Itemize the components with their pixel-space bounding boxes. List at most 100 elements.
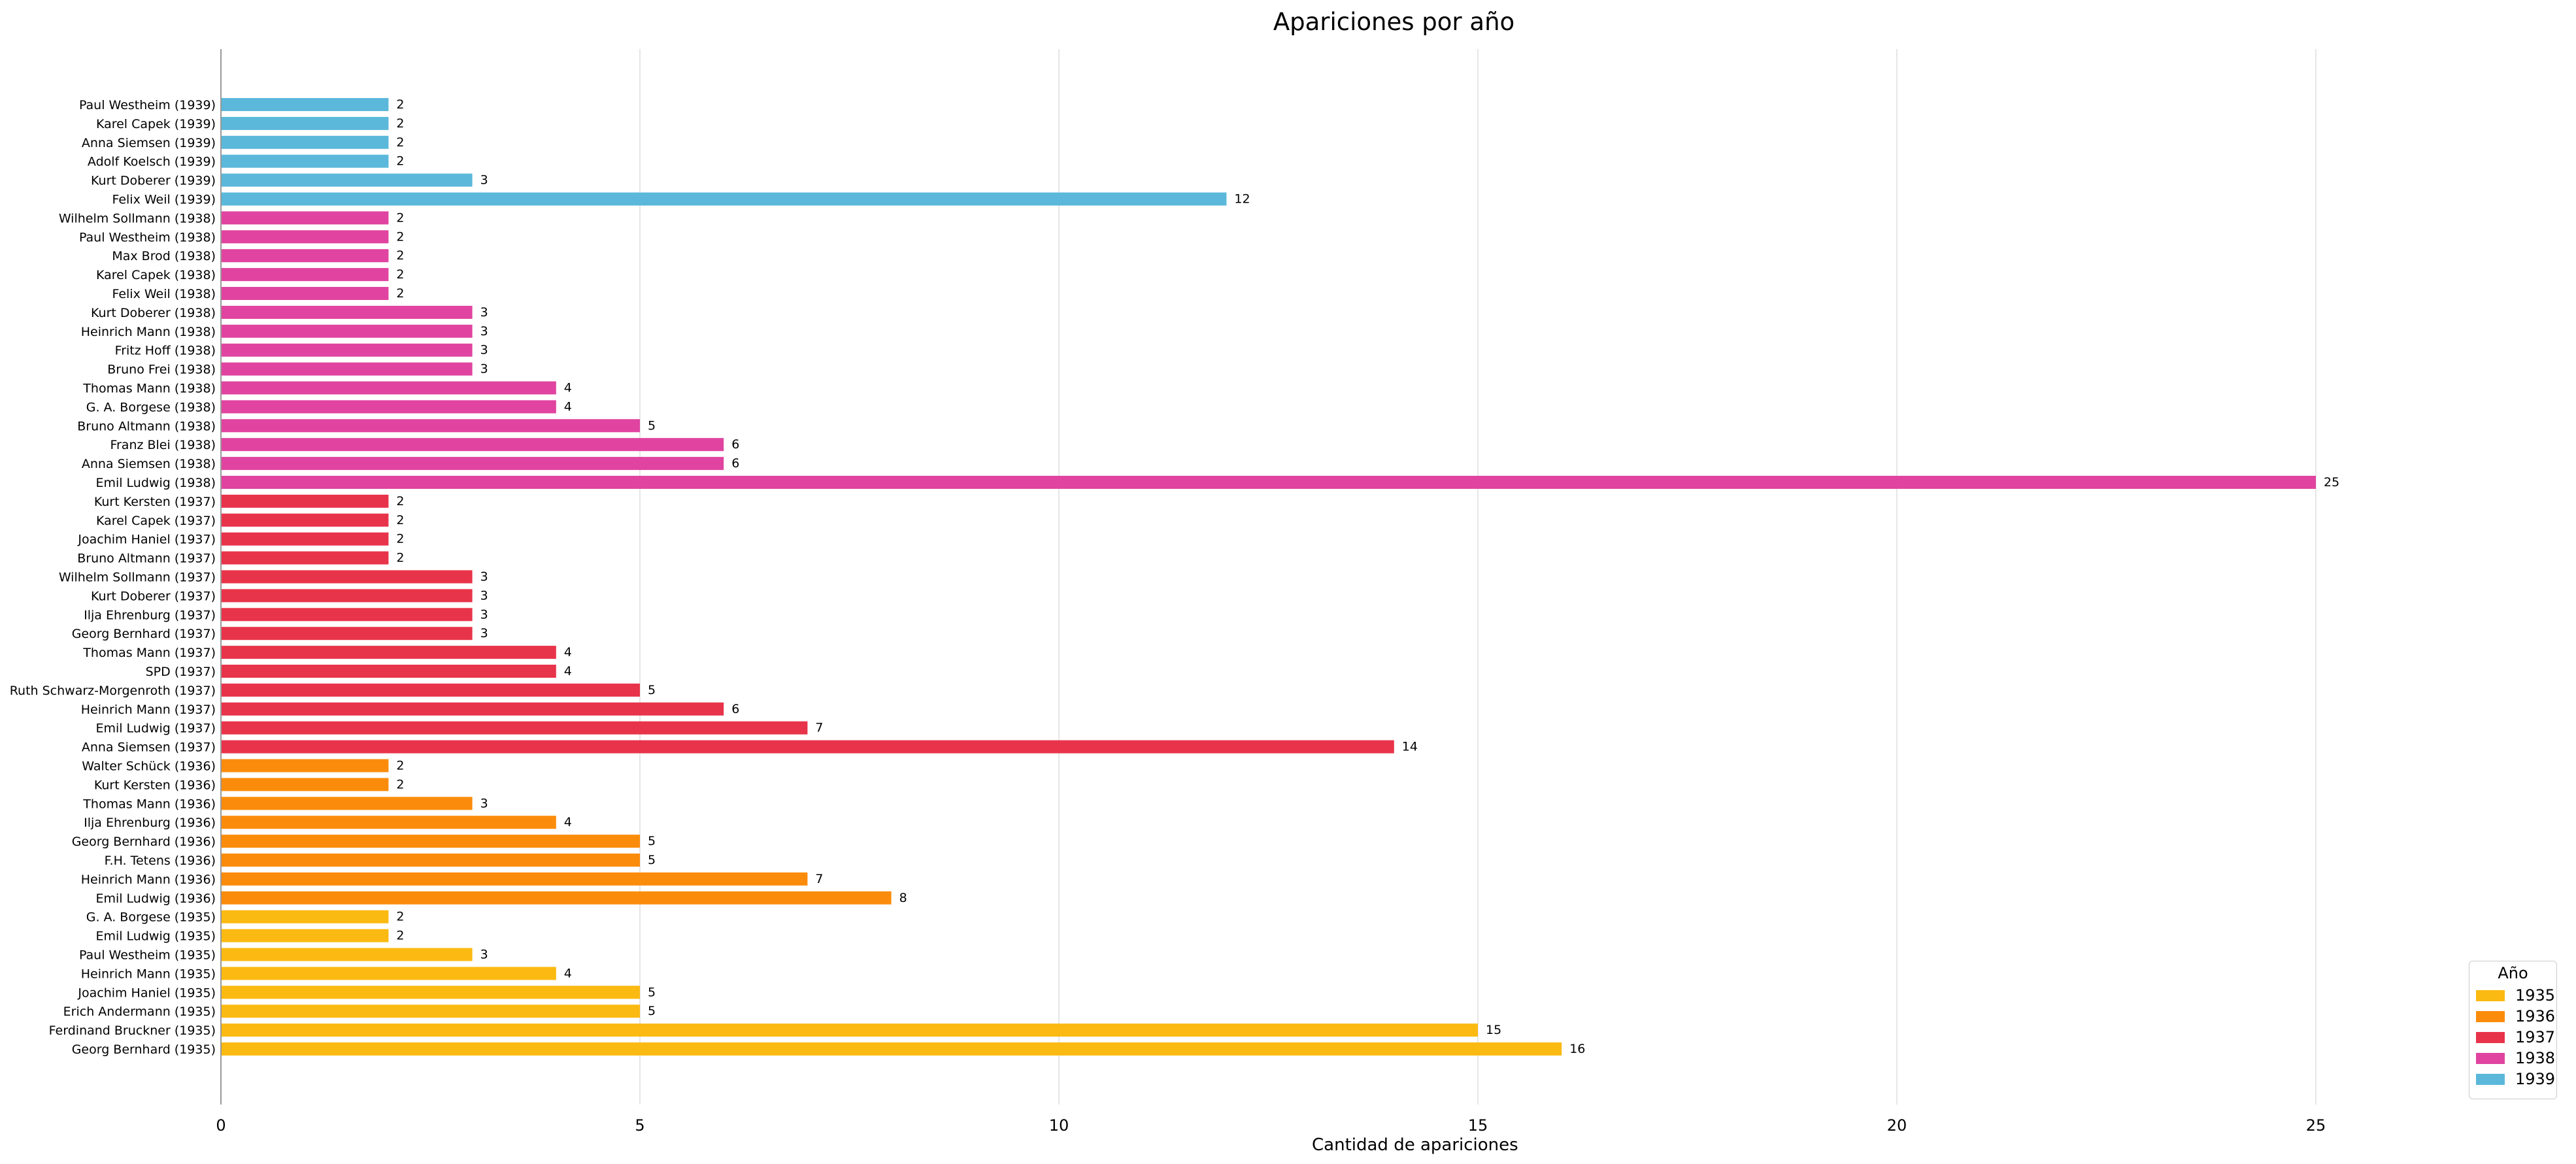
data-label: 2 xyxy=(396,210,404,225)
bar xyxy=(221,400,556,414)
y-tick-label: Thomas Mann (1937) xyxy=(82,646,216,660)
bar xyxy=(221,646,556,659)
y-tick-label: Erich Andermann (1935) xyxy=(63,1005,216,1019)
y-tick-label: Heinrich Mann (1936) xyxy=(81,873,216,887)
data-label: 4 xyxy=(564,645,572,659)
bar xyxy=(221,835,640,848)
data-labels: 2222312222223333445662522223333445671422… xyxy=(396,97,2339,1056)
data-label: 2 xyxy=(396,759,404,773)
y-tick-label: Emil Ludwig (1938) xyxy=(95,476,216,490)
data-label: 2 xyxy=(396,551,404,565)
bar xyxy=(221,570,473,584)
bar xyxy=(221,173,473,187)
y-tick-label: SPD (1937) xyxy=(146,665,216,679)
y-tick-label: Anna Siemsen (1939) xyxy=(82,136,216,150)
bar xyxy=(221,135,389,149)
bar xyxy=(221,457,724,471)
legend-label: 1938 xyxy=(2515,1049,2556,1067)
legend-item: 1936 xyxy=(2476,1006,2555,1027)
data-label: 2 xyxy=(396,286,404,301)
y-tick-label: Paul Westheim (1935) xyxy=(79,948,216,963)
y-tick-label: Paul Westheim (1939) xyxy=(79,98,216,112)
y-tick-label: Anna Siemsen (1937) xyxy=(82,740,216,755)
y-tick-label: Georg Bernhard (1937) xyxy=(72,627,216,641)
y-tick-label: Paul Westheim (1938) xyxy=(79,230,216,244)
data-label: 6 xyxy=(731,456,739,471)
data-label: 2 xyxy=(396,910,404,924)
x-tick-label: 5 xyxy=(635,1116,644,1135)
data-label: 2 xyxy=(396,116,404,131)
y-tick-label: Fritz Hoff (1938) xyxy=(115,344,216,358)
bar xyxy=(221,268,389,282)
data-label: 8 xyxy=(899,891,907,905)
x-tick-label: 0 xyxy=(216,1116,226,1135)
y-tick-label: Georg Bernhard (1935) xyxy=(72,1042,216,1057)
y-tick-label: Heinrich Mann (1938) xyxy=(81,325,216,339)
data-label: 6 xyxy=(731,437,739,452)
bar xyxy=(221,627,473,640)
y-tick-label: F.H. Tetens (1936) xyxy=(105,854,216,868)
y-tick-label: Ilja Ehrenburg (1937) xyxy=(84,608,216,622)
y-tick-label: Kurt Doberer (1937) xyxy=(91,589,216,603)
legend-item: 1939 xyxy=(2476,1069,2555,1089)
legend-swatch xyxy=(2476,1073,2505,1085)
y-tick-label: Anna Siemsen (1938) xyxy=(82,457,216,471)
data-label: 2 xyxy=(396,154,404,169)
data-label: 15 xyxy=(1486,1023,1501,1037)
data-label: 4 xyxy=(564,815,572,829)
bar xyxy=(221,287,389,300)
y-tick-label: Ilja Ehrenburg (1936) xyxy=(84,816,216,830)
data-label: 2 xyxy=(396,513,404,527)
data-label: 25 xyxy=(2324,475,2339,490)
legend-label: 1936 xyxy=(2515,1007,2556,1025)
data-label: 5 xyxy=(648,1004,656,1018)
data-label: 3 xyxy=(480,305,488,320)
bar xyxy=(221,532,389,546)
legend-item: 1937 xyxy=(2476,1027,2555,1048)
y-tick-label: Karel Capek (1938) xyxy=(96,268,216,282)
bar xyxy=(221,381,556,395)
data-label: 5 xyxy=(648,683,656,697)
data-label: 5 xyxy=(648,985,656,999)
data-label: 2 xyxy=(396,929,404,943)
data-label: 4 xyxy=(564,381,572,395)
legend-swatch xyxy=(2476,1031,2505,1043)
data-label: 6 xyxy=(731,702,739,716)
legend-label: 1935 xyxy=(2515,986,2556,1005)
bar xyxy=(221,967,556,980)
y-tick-label: Emil Ludwig (1937) xyxy=(95,722,216,736)
data-label: 3 xyxy=(480,607,488,622)
bar xyxy=(221,589,473,603)
data-label: 7 xyxy=(815,872,823,886)
bar xyxy=(221,438,724,452)
legend-item: 1935 xyxy=(2476,985,2555,1006)
legend-swatch xyxy=(2476,989,2505,1001)
data-label: 3 xyxy=(480,362,488,376)
x-tick-label: 15 xyxy=(1468,1116,1488,1135)
bar xyxy=(221,154,389,168)
y-tick-label: Kurt Doberer (1938) xyxy=(91,306,216,320)
data-label: 2 xyxy=(396,97,404,112)
y-tick-label: Joachim Haniel (1935) xyxy=(77,986,216,1000)
y-tick-label: Wilhelm Sollmann (1938) xyxy=(59,211,216,225)
bar xyxy=(221,702,724,716)
data-label: 3 xyxy=(480,570,488,584)
y-tick-label: Ferdinand Bruckner (1935) xyxy=(49,1023,216,1038)
data-label: 16 xyxy=(1569,1042,1585,1056)
y-tick-label: Max Brod (1938) xyxy=(112,249,216,263)
y-tick-label: Walter Schück (1936) xyxy=(82,759,216,774)
data-label: 4 xyxy=(564,966,572,980)
data-label: 2 xyxy=(396,532,404,546)
data-label: 2 xyxy=(396,777,404,791)
data-label: 5 xyxy=(648,418,656,433)
bar xyxy=(221,343,473,357)
bar xyxy=(221,551,389,565)
data-label: 2 xyxy=(396,494,404,508)
legend-swatch xyxy=(2476,1052,2505,1064)
y-tick-label: Heinrich Mann (1935) xyxy=(81,967,216,981)
data-label: 2 xyxy=(396,267,404,282)
bar xyxy=(221,665,556,678)
y-tick-label: Kurt Kersten (1936) xyxy=(94,778,216,792)
data-label: 2 xyxy=(396,229,404,244)
data-label: 5 xyxy=(648,834,656,848)
